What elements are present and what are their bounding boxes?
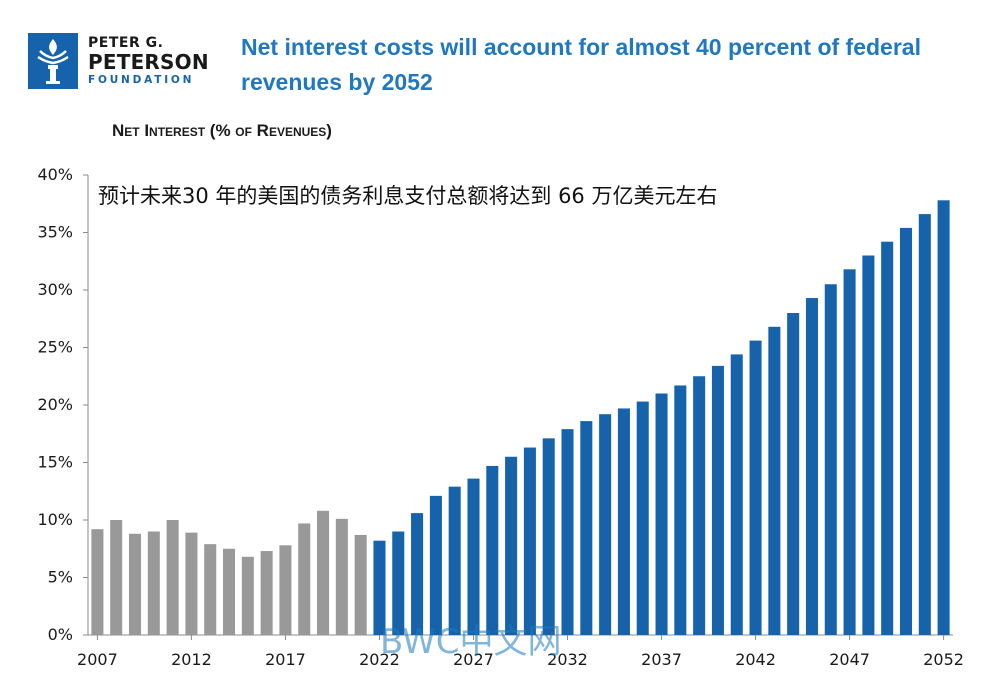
logo-line-2: PETERSON [88,50,209,74]
chart-annotation: 预计未来30 年的美国的债务利息支付总额将达到 66 万亿美元左右 [98,184,718,208]
bar-historical [185,532,198,635]
logo-line-1: PETER G. [88,35,164,51]
bar-projected [429,495,442,635]
y-tick-label: 0% [48,625,73,644]
x-tick-label: 2027 [453,650,494,669]
x-tick-label: 2047 [829,650,870,669]
bar-projected [448,486,461,635]
bar-projected [505,456,518,635]
y-tick-label: 30% [37,280,73,299]
bar-projected [617,408,630,635]
bar-projected [768,326,781,635]
bar-projected [805,298,818,635]
bar-projected [580,421,593,635]
bar-historical [91,529,104,635]
bar-historical [335,518,348,635]
bar-projected [655,393,668,635]
bar-projected [674,385,687,635]
bar-projected [636,401,649,635]
bar-projected [787,313,800,635]
bar-historical [279,545,292,635]
bar-projected [486,465,499,635]
bar-historical [354,534,367,635]
bar-projected [730,354,743,635]
bar-historical [166,520,179,635]
bar-projected [561,429,574,635]
chart-title: Net interest costs will account for almo… [241,34,921,95]
x-tick-label: 2017 [265,650,306,669]
bar-historical [298,523,311,635]
bar-projected [918,214,931,635]
y-tick-label: 5% [48,568,73,587]
bar-historical [110,520,123,635]
x-tick-label: 2007 [77,650,118,669]
bar-projected [599,414,612,635]
bar-projected [749,340,762,635]
bar-projected [411,513,424,635]
bar-historical [317,510,330,635]
y-tick-label: 25% [37,338,73,357]
x-tick-label: 2037 [641,650,682,669]
x-tick-label: 2032 [547,650,588,669]
bar-projected [542,438,555,635]
bar-projected [881,241,894,635]
logo-wordmark: PETER G. PETERSON FOUNDATION [88,35,209,87]
y-tick-label: 15% [37,453,73,472]
bar-historical [223,548,236,635]
bar-projected [523,447,536,635]
foundation-logo: PETER G. PETERSON FOUNDATION [28,33,218,89]
bar-projected [392,531,405,635]
bar-projected [862,255,875,635]
bar-projected [693,376,706,635]
logo-line-3: FOUNDATION [88,74,195,86]
bar-historical [128,533,142,635]
bar-projected [467,478,480,635]
bar-projected [937,200,950,636]
torch-logo-icon [28,33,78,89]
bar-historical [241,556,254,635]
watermark-text: BWC中文网 [380,622,562,662]
bar-projected [711,365,724,635]
x-tick-label: 2052 [923,650,964,669]
y-tick-label: 10% [37,510,73,529]
y-tick-label: 40% [37,165,73,184]
bar-projected [373,540,386,635]
bar-projected [843,269,856,635]
bar-projected [824,284,837,635]
bar-projected [899,227,913,635]
y-tick-label: 35% [37,223,73,242]
x-tick-label: 2042 [735,650,776,669]
bar-historical [147,531,160,635]
bar-historical [204,544,217,635]
bar-historical [260,551,273,635]
y-tick-label: 20% [37,395,73,414]
y-axis-label: Net Interest (% of Revenues) [112,121,332,140]
x-tick-label: 2012 [171,650,212,669]
x-tick-label: 2022 [359,650,400,669]
